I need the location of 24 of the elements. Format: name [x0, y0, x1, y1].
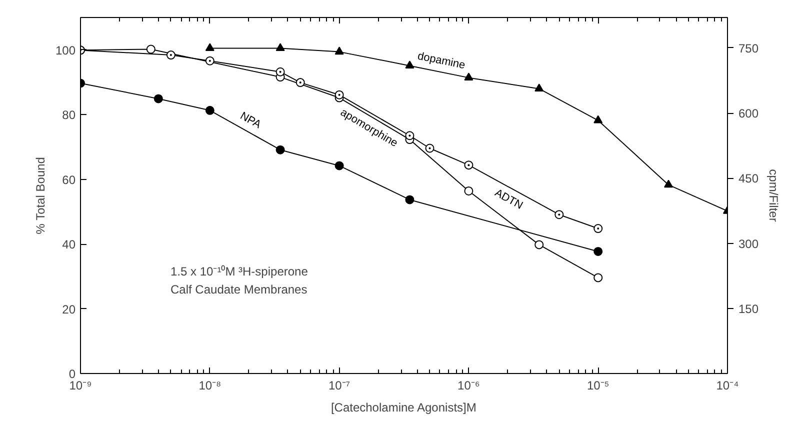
y2-tick-label: 150: [738, 302, 759, 316]
y-tick-label: 60: [62, 172, 76, 187]
y-tick-label: 80: [62, 108, 76, 122]
y-axis-title: % Total Bound: [33, 157, 48, 234]
x-tick-label: 10⁻⁷: [328, 378, 350, 392]
x-tick-label: 10⁻⁸: [198, 378, 222, 392]
y2-tick-label: 600: [738, 106, 759, 121]
text: NPA: [238, 110, 264, 132]
x-tick-label: 10⁻⁹: [69, 378, 92, 392]
x-tick-label: 10⁻⁶: [458, 378, 480, 392]
x-axis-title: [Catecholamine Agonists]M: [330, 400, 476, 414]
y2-tick-label: 750: [738, 41, 759, 56]
x-tick-label: 10⁻⁴: [716, 378, 739, 392]
y2-tick-label: 300: [738, 236, 759, 251]
y-tick-label: 100: [55, 43, 76, 58]
y2-tick-label: 450: [738, 172, 759, 186]
annotation: 1.5 x 10⁻¹⁰M ³H-spiperone: [170, 264, 308, 278]
y-tick-label: 20: [62, 302, 76, 316]
y-tick-label: 0: [68, 367, 76, 381]
text: dopamine: [416, 50, 466, 72]
x-tick-label: 10⁻⁵: [586, 378, 610, 392]
y-tick-label: 40: [62, 238, 76, 252]
y2-axis-title: cpm/Filter: [766, 169, 781, 222]
annotation: Calf Caudate Membranes: [170, 282, 308, 296]
